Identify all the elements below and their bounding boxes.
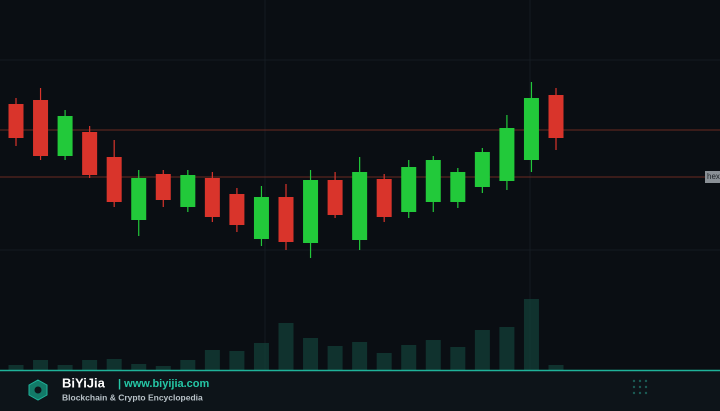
volume-bar [106,359,122,370]
plot: hexu [0,82,720,370]
candle-body [401,167,417,212]
brand: BiYiJia [62,375,106,390]
candle-body [33,100,49,156]
level-label: hexu [707,172,720,181]
tagline: Blockchain & Crypto Encyclopedia [62,392,203,402]
candle-body [131,178,147,220]
volume-bar [548,365,564,370]
volume-bar [425,340,441,370]
volume-bar [523,299,539,370]
volume-bar [278,323,294,370]
candle-body [425,160,441,202]
candle-body [352,172,368,240]
candle-body [548,95,564,138]
volume-bar [352,342,368,370]
volume-bar [450,347,466,370]
candle-body [180,175,196,207]
volume-bar [131,364,147,370]
volume-bar [474,330,490,370]
volume-bar [253,343,269,370]
candle-body [499,128,515,181]
logo-dot [34,386,42,394]
candle-body [82,132,98,175]
candle-body [474,152,490,187]
volume-bar [180,360,196,370]
volume-bar [57,365,73,370]
candle-body [57,116,73,156]
candle-body [376,179,392,217]
candle-body [278,197,294,242]
candle-body [450,172,466,202]
candle-body [204,178,220,217]
candle-body [8,104,24,138]
candle-body [327,180,343,215]
volume-bar [33,360,49,370]
candle-body [523,98,539,160]
volume-bar [229,351,245,370]
url: | www.biyijia.com [118,378,210,390]
dot-icon [632,379,648,395]
volume-bar [155,366,171,370]
footer-band [0,370,720,411]
candle-body [106,157,122,202]
candle-body [253,197,269,239]
volume-bar [303,338,319,370]
volume-bar [8,365,24,370]
volume-bar [499,327,515,370]
volume-bar [204,350,220,370]
candle-body [229,194,245,225]
volume-bar [327,346,343,370]
volume-bar [376,353,392,370]
candle-body [303,180,319,243]
volume-bar [82,360,98,370]
volume-bar [401,345,417,370]
level-label-box [705,171,720,183]
candle-body [155,174,171,200]
